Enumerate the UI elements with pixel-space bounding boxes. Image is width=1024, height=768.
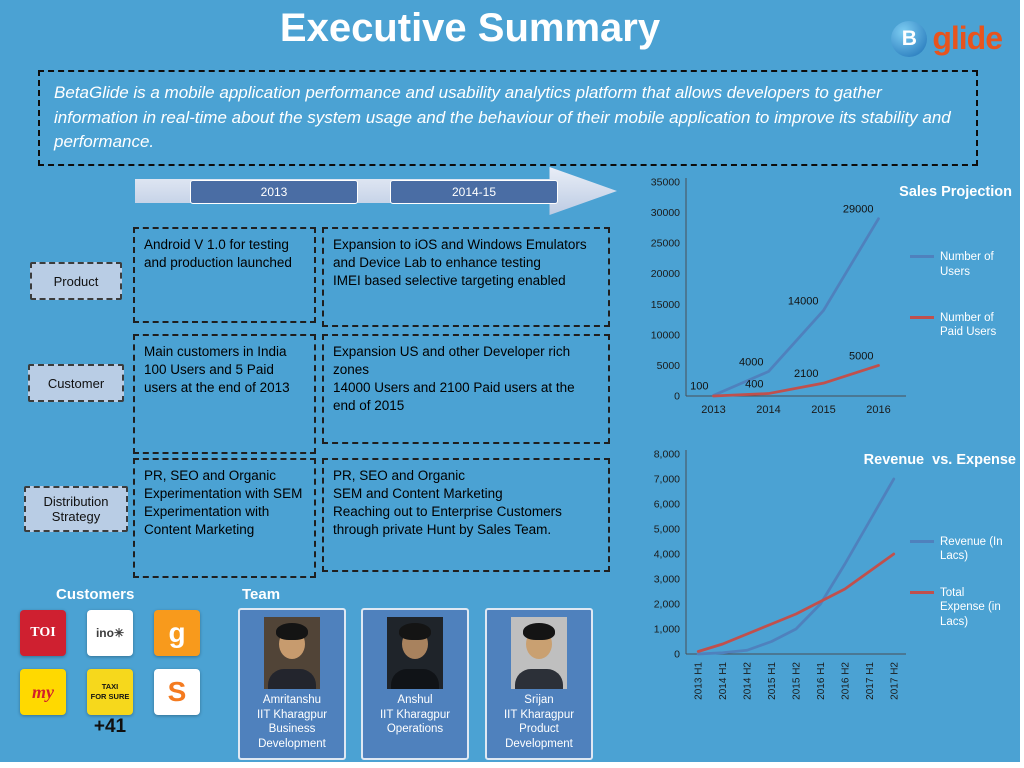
svg-text:29000: 29000	[843, 204, 874, 216]
customer-logo-guruji: g	[154, 610, 200, 656]
svg-text:5000: 5000	[657, 360, 681, 372]
svg-text:2016 H2: 2016 H2	[840, 662, 851, 700]
sales-projection-chart: 0 5000 10000 15000 20000 25000 30000 35000 2013 2…	[640, 166, 1018, 424]
svg-text:2013: 2013	[701, 404, 725, 416]
legend-item: Number of Paid Users	[910, 311, 1014, 340]
betaglide-logo-icon: B	[891, 20, 928, 57]
svg-text:30000: 30000	[651, 207, 680, 219]
cell-product-2014-15: Expansion to iOS and Windows Emulators a…	[322, 227, 610, 327]
page-title: Executive Summary	[279, 6, 661, 50]
customers-heading: Customers	[56, 586, 135, 603]
chart-title: Revenue vs. Expense	[863, 452, 1016, 468]
svg-text:2014: 2014	[756, 404, 780, 416]
svg-text:4,000: 4,000	[654, 549, 680, 561]
svg-text:2015 H2: 2015 H2	[792, 662, 803, 700]
svg-text:15000: 15000	[651, 299, 680, 311]
row-label-product: Product	[30, 262, 122, 300]
svg-text:3,000: 3,000	[654, 574, 680, 586]
timeline-period-2013: 2013	[190, 180, 358, 204]
customer-logo-inox: ino✳	[87, 610, 133, 656]
cell-product-2013: Android V 1.0 for testing and production…	[133, 227, 316, 323]
svg-text:2,000: 2,000	[654, 599, 680, 611]
team-card-anshul: Anshul IIT Kharagpur Operations	[361, 608, 469, 760]
svg-text:2016 H1: 2016 H1	[816, 662, 827, 700]
timeline-period-2014-15: 2014-15	[390, 180, 558, 204]
svg-text:4000: 4000	[739, 357, 763, 369]
svg-text:25000: 25000	[651, 238, 680, 250]
svg-text:7,000: 7,000	[654, 474, 680, 486]
svg-text:20000: 20000	[651, 268, 680, 280]
legend-item: Revenue (In Lacs)	[910, 535, 1014, 564]
svg-text:2016: 2016	[866, 404, 890, 416]
customer-logos: TOI ino✳ g my TAXI FOR SURE S	[20, 610, 200, 715]
svg-text:2015: 2015	[811, 404, 835, 416]
customer-logo-s-logo: S	[154, 669, 200, 715]
member-photo	[387, 617, 443, 689]
customer-logo-my: my	[20, 669, 66, 715]
member-details: Anshul IIT Kharagpur Operations	[379, 694, 451, 736]
customer-logo-times-of-india: TOI	[20, 610, 66, 656]
svg-text:2015 H1: 2015 H1	[767, 662, 778, 700]
member-photo	[264, 617, 320, 689]
row-label-distribution-strategy: Distribution Strategy	[24, 486, 128, 532]
svg-text:5,000: 5,000	[654, 524, 680, 536]
svg-text:35000: 35000	[651, 177, 680, 189]
svg-text:2014 H1: 2014 H1	[718, 662, 729, 700]
svg-text:2014 H2: 2014 H2	[743, 662, 754, 700]
svg-text:10000: 10000	[651, 329, 680, 341]
member-details: Amritanshu IIT Kharagpur Business Develo…	[256, 694, 328, 751]
svg-text:0: 0	[674, 649, 680, 661]
brand-name: glide	[932, 20, 1003, 56]
team-card-srijan: Srijan IIT Kharagpur Product Development	[485, 608, 593, 760]
chart-canvas: 0 1,000 2,000 3,000 4,000 5,000 6,000 7,000 8,00…	[654, 449, 906, 700]
customer-logo-taxiforsure: TAXI FOR SURE	[87, 669, 133, 715]
chart-title: Sales Projection	[899, 184, 1012, 200]
svg-text:2013 H1: 2013 H1	[694, 662, 705, 700]
cell-distribution-2013: PR, SEO and Organic Experimentation with…	[133, 458, 316, 578]
svg-text:2017 H2: 2017 H2	[889, 662, 900, 700]
team-card-amritanshu: Amritanshu IIT Kharagpur Business Develo…	[238, 608, 346, 760]
legend-item: Total Expense (in Lacs)	[910, 586, 1014, 629]
customers-more-count: +41	[93, 716, 127, 737]
cell-distribution-2014-15: PR, SEO and Organic SEM and Content Mark…	[322, 458, 610, 572]
svg-text:400: 400	[745, 379, 763, 391]
member-details: Srijan IIT Kharagpur Product Development	[503, 694, 575, 751]
svg-text:100: 100	[690, 380, 708, 392]
chart-canvas: 0 5000 10000 15000 20000 25000 30000 35000 2013 2…	[651, 177, 906, 416]
svg-text:6,000: 6,000	[654, 499, 680, 511]
member-photo	[511, 617, 567, 689]
chart-legend: Revenue (In Lacs) Total Expense (in Lacs)	[910, 438, 1016, 726]
brand-logo: B glide	[891, 20, 1003, 57]
revenue-expense-chart: 0 1,000 2,000 3,000 4,000 5,000 6,000 7,000 8,00…	[640, 438, 1018, 726]
row-label-customer: Customer	[28, 364, 124, 402]
svg-text:1,000: 1,000	[654, 624, 680, 636]
svg-text:2100: 2100	[794, 368, 818, 380]
cell-customer-2013: Main customers in India 100 Users and 5 …	[133, 334, 316, 454]
cell-customer-2014-15: Expansion US and other Developer rich zo…	[322, 334, 610, 444]
chart-legend: Number of Users Number of Paid Users	[910, 166, 1016, 424]
legend-item: Number of Users	[910, 250, 1014, 279]
mission-statement: BetaGlide is a mobile application perfor…	[38, 70, 978, 166]
svg-text:8,000: 8,000	[654, 449, 680, 461]
team-heading: Team	[242, 586, 281, 603]
svg-text:14000: 14000	[788, 295, 819, 307]
svg-text:0: 0	[674, 391, 680, 403]
svg-text:5000: 5000	[849, 350, 873, 362]
svg-text:2017 H1: 2017 H1	[865, 662, 876, 700]
